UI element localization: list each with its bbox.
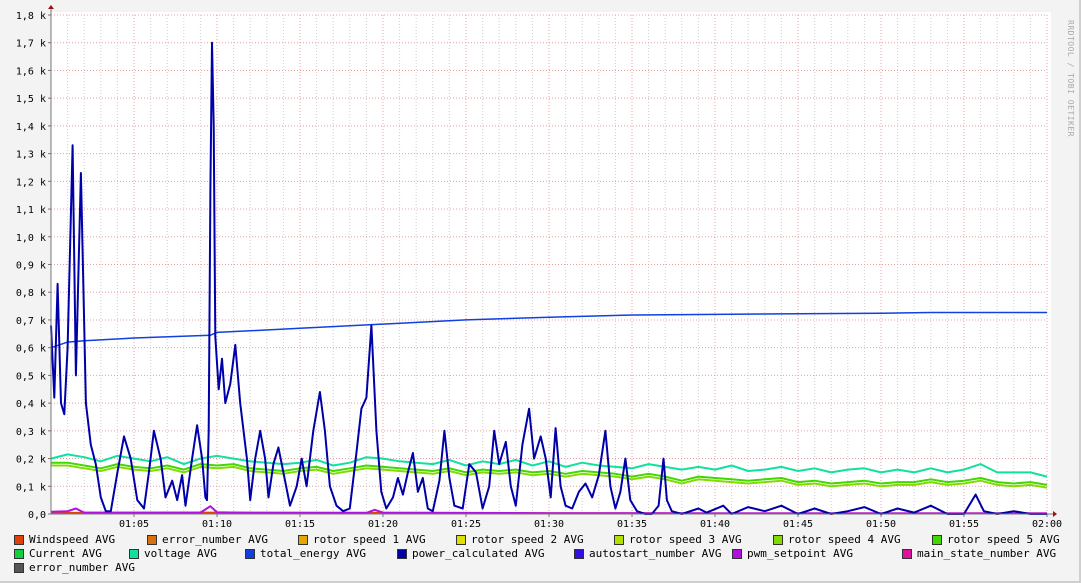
legend-item: autostart_number AVG <box>574 547 721 560</box>
legend-swatch <box>14 562 24 573</box>
legend-swatch <box>456 534 466 545</box>
y-tick-label: 0,9 k <box>16 261 46 272</box>
legend-label: Windspeed AVG <box>29 533 116 546</box>
y-tick-label: 0,0 <box>28 510 46 521</box>
legend-item: Current AVG <box>14 547 102 560</box>
legend-item: Windspeed AVG <box>14 533 115 546</box>
legend-item: rotor speed 2 AVG <box>456 533 584 546</box>
legend-label: rotor speed 1 AVG <box>313 533 426 546</box>
legend-swatch <box>129 548 139 559</box>
x-tick-label: 01:10 <box>202 519 232 530</box>
legend-label: rotor speed 5 AVG <box>947 533 1060 546</box>
y-tick-label: 0,8 k <box>16 288 46 299</box>
x-tick-label: 02:00 <box>1032 519 1062 530</box>
legend-label: rotor speed 2 AVG <box>471 533 584 546</box>
legend-item: power_calculated AVG <box>397 547 544 560</box>
legend-item: error_number AVG <box>14 561 135 574</box>
x-tick-label: 01:30 <box>534 519 564 530</box>
x-tick-label: 01:20 <box>368 519 398 530</box>
legend-item: pwm_setpoint AVG <box>732 547 853 560</box>
y-tick-label: 1,8 k <box>16 11 46 22</box>
legend-swatch <box>932 534 942 545</box>
legend-label: power_calculated AVG <box>412 547 545 560</box>
legend-label: autostart_number AVG <box>589 547 722 560</box>
legend-item: rotor speed 5 AVG <box>932 533 1060 546</box>
legend-swatch <box>732 548 742 559</box>
legend-item: rotor speed 4 AVG <box>773 533 901 546</box>
legend-label: pwm_setpoint AVG <box>747 547 853 560</box>
legend-label: Current AVG <box>29 547 102 560</box>
y-tick-label: 1,4 k <box>16 122 46 133</box>
y-tick-label: 0,1 k <box>16 482 46 493</box>
y-tick-label: 0,3 k <box>16 427 46 438</box>
legend-swatch <box>773 534 783 545</box>
legend-swatch <box>14 548 24 559</box>
legend-swatch <box>574 548 584 559</box>
legend-item: rotor speed 1 AVG <box>298 533 426 546</box>
series-line-pwm-setpoint-avg <box>50 505 1047 515</box>
y-tick-label: 0,5 k <box>16 371 46 382</box>
legend-label: main_state_number AVG <box>917 547 1057 560</box>
y-tick-label: 0,4 k <box>16 399 46 410</box>
legend-item: voltage AVG <box>129 547 217 560</box>
legend-swatch <box>14 534 24 545</box>
x-axis-arrow-icon <box>1053 511 1057 517</box>
legend-label: voltage AVG <box>144 547 217 560</box>
plot-area <box>51 12 1051 514</box>
legend-swatch <box>147 534 157 545</box>
y-tick-label: 0,2 k <box>16 455 46 466</box>
legend-item: total_energy AVG <box>245 547 366 560</box>
y-tick-label: 0,6 k <box>16 344 46 355</box>
legend-item: main_state_number AVG <box>902 547 1056 560</box>
legend-item: rotor speed 3 AVG <box>614 533 742 546</box>
x-tick-label: 01:25 <box>451 519 481 530</box>
series-line-total-energy-avg <box>50 311 1047 349</box>
series-line-voltage-avg <box>50 453 1048 478</box>
series-line-rotor-speed-5-avg <box>51 461 1048 486</box>
legend-label: error_number AVG <box>29 561 135 574</box>
y-tick-label: 1,2 k <box>16 177 46 188</box>
x-tick-label: 01:05 <box>119 519 149 530</box>
x-tick-label: 01:50 <box>866 519 896 530</box>
legend-swatch <box>298 534 308 545</box>
x-tick-label: 01:55 <box>949 519 979 530</box>
y-tick-label: 1,0 k <box>16 233 46 244</box>
legend-label: rotor speed 3 AVG <box>629 533 742 546</box>
y-tick-label: 1,1 k <box>16 205 46 216</box>
legend-label: rotor speed 4 AVG <box>788 533 901 546</box>
legend-swatch <box>397 548 407 559</box>
x-tick-label: 01:40 <box>700 519 730 530</box>
series-line-rotor-speed-4-avg <box>51 464 1048 489</box>
y-tick-label: 0,7 k <box>16 316 46 327</box>
legend-label: error_number AVG <box>162 533 268 546</box>
y-tick-label: 1,6 k <box>16 66 46 77</box>
y-tick-label: 1,7 k <box>16 39 46 50</box>
rrdtool-watermark: RRDTOOL / TOBI OETIKER <box>1066 20 1075 137</box>
y-axis-arrow-icon <box>48 5 54 9</box>
legend-swatch <box>902 548 912 559</box>
legend-label: total_energy AVG <box>260 547 366 560</box>
x-tick-label: 01:15 <box>285 519 315 530</box>
x-tick-label: 01:35 <box>617 519 647 530</box>
legend-item: error_number AVG <box>147 533 268 546</box>
x-tick-label: 01:45 <box>783 519 813 530</box>
y-tick-label: 1,3 k <box>16 150 46 161</box>
legend-swatch <box>245 548 255 559</box>
legend-swatch <box>614 534 624 545</box>
y-tick-label: 1,5 k <box>16 94 46 105</box>
